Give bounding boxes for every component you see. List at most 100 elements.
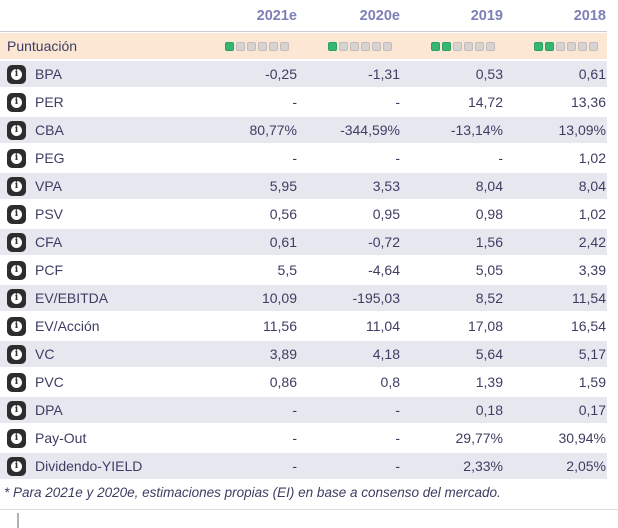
score-cell — [504, 41, 607, 51]
value-cell: 8,52 — [475, 290, 503, 306]
valuation-table: 2021e 2020e 2019 2018 Puntuación i BPA -0,25 -… — [0, 0, 607, 500]
table-row: i PSV 0,56 0,95 0,98 1,02 — [0, 201, 607, 227]
value-cell: -13,14% — [450, 122, 503, 138]
value-cell: 0,56 — [269, 206, 297, 222]
score-square — [545, 41, 554, 51]
score-square — [258, 41, 267, 51]
value-cell: 0,86 — [269, 374, 297, 390]
value-cell: 2,42 — [578, 234, 606, 250]
info-icon[interactable]: i — [7, 120, 26, 140]
info-icon[interactable]: i — [7, 344, 26, 364]
value-cell: - — [395, 430, 400, 446]
value-cell: 80,77% — [249, 122, 297, 138]
row-label-cell: i PEG — [0, 148, 195, 168]
value-cell: 1,02 — [578, 150, 606, 166]
value-cell: 14,72 — [467, 94, 503, 110]
table-row: i PVC 0,86 0,8 1,39 1,59 — [0, 369, 607, 395]
row-label: Dividendo-YIELD — [35, 458, 143, 474]
info-icon[interactable]: i — [7, 176, 26, 196]
info-icon-glyph: i — [11, 432, 22, 444]
value-cell: -4,64 — [368, 262, 400, 278]
score-square — [534, 41, 543, 51]
info-icon-glyph: i — [11, 320, 22, 332]
info-icon[interactable]: i — [7, 204, 26, 224]
value-cell: -0,72 — [368, 234, 400, 250]
row-label: PCF — [35, 262, 63, 278]
table-header: 2021e 2020e 2019 2018 — [0, 0, 607, 32]
score-square — [556, 41, 565, 51]
info-icon[interactable]: i — [7, 92, 26, 112]
info-icon-glyph: i — [11, 96, 22, 108]
value-cell: 1,56 — [475, 234, 503, 250]
row-label-cell: i EV/EBITDA — [0, 288, 195, 308]
info-icon[interactable]: i — [7, 232, 26, 252]
value-cell: -195,03 — [352, 290, 400, 306]
value-cell: 0,53 — [475, 66, 503, 82]
info-icon[interactable]: i — [7, 400, 26, 420]
row-label-cell: i EV/Acción — [0, 316, 195, 336]
footnote: * Para 2021e y 2020e, estimaciones propi… — [4, 485, 501, 500]
row-label: BPA — [35, 66, 62, 82]
row-label-cell: i CBA — [0, 120, 195, 140]
info-icon-glyph: i — [11, 208, 22, 220]
metric-rows: i BPA -0,25 -1,31 0,53 0,61 i PER - - 14,72 13,36 i C… — [0, 61, 607, 479]
score-square — [225, 41, 234, 51]
bottom-tick-divider — [17, 513, 19, 528]
value-cell: 11,56 — [263, 318, 297, 334]
value-cell: - — [498, 150, 503, 166]
value-cell: - — [292, 430, 297, 446]
score-row-label: Puntuación — [7, 38, 78, 54]
table-row: i CBA 80,77% -344,59% -13,14% 13,09% — [0, 117, 607, 143]
info-icon[interactable]: i — [7, 64, 26, 84]
value-cell: 1,59 — [578, 374, 606, 390]
info-icon[interactable]: i — [7, 428, 26, 448]
value-cell: -1,31 — [368, 66, 400, 82]
score-squares — [298, 41, 400, 51]
info-icon[interactable]: i — [7, 456, 26, 476]
info-icon-glyph: i — [11, 152, 22, 164]
table-row: i BPA -0,25 -1,31 0,53 0,61 — [0, 61, 607, 87]
info-icon[interactable]: i — [7, 316, 26, 336]
row-label-cell: i DPA — [0, 400, 195, 420]
score-square — [464, 41, 473, 51]
row-label-cell: i VC — [0, 344, 195, 364]
row-label: PEG — [35, 150, 65, 166]
table-row: i CFA 0,61 -0,72 1,56 2,42 — [0, 229, 607, 255]
table-row: i DPA - - 0,18 0,17 — [0, 397, 607, 423]
info-icon[interactable]: i — [7, 148, 26, 168]
value-cell: 8,04 — [578, 178, 606, 194]
info-icon-glyph: i — [11, 404, 22, 416]
row-label-cell: i Pay-Out — [0, 428, 195, 448]
value-cell: - — [292, 458, 297, 474]
value-cell: 1,39 — [475, 374, 503, 390]
value-cell: 5,95 — [269, 178, 297, 194]
info-icon[interactable]: i — [7, 372, 26, 392]
value-cell: 13,36 — [570, 94, 606, 110]
value-cell: 11,54 — [572, 290, 606, 306]
score-squares — [195, 41, 297, 51]
row-label-cell: i PER — [0, 92, 195, 112]
value-cell: - — [395, 402, 400, 418]
value-cell: 3,89 — [269, 346, 297, 362]
row-label-cell: i Dividendo-YIELD — [0, 456, 195, 476]
score-row: Puntuación — [0, 33, 607, 59]
value-cell: 2,05% — [566, 458, 606, 474]
info-icon-glyph: i — [11, 68, 22, 80]
score-square — [431, 41, 440, 51]
value-cell: 5,5 — [277, 262, 297, 278]
info-icon[interactable]: i — [7, 260, 26, 280]
value-cell: 5,17 — [578, 346, 606, 362]
value-cell: 0,61 — [578, 66, 606, 82]
info-icon-glyph: i — [11, 292, 22, 304]
info-icon-glyph: i — [11, 180, 22, 192]
table-row: i VPA 5,95 3,53 8,04 8,04 — [0, 173, 607, 199]
table-row: i PER - - 14,72 13,36 — [0, 89, 607, 115]
value-cell: 11,04 — [366, 318, 400, 334]
column-header-2020e: 2020e — [359, 7, 400, 24]
value-cell: - — [292, 402, 297, 418]
score-square — [453, 41, 462, 51]
value-cell: 0,98 — [475, 206, 503, 222]
info-icon[interactable]: i — [7, 288, 26, 308]
bottom-divider — [0, 509, 618, 510]
score-square — [383, 41, 392, 51]
